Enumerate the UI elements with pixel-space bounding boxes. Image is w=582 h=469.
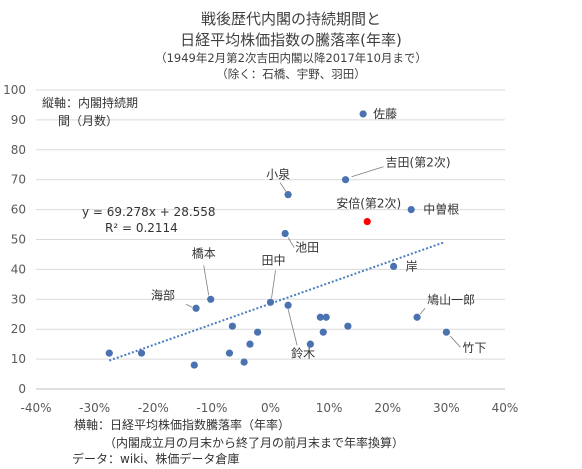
y-tick-label: 50 xyxy=(11,233,26,247)
chart-title-line2: 日経平均株価指数の騰落率(年率) xyxy=(180,31,402,49)
trendline-group xyxy=(108,241,444,362)
point-label: 鳩山一郎 xyxy=(427,293,475,307)
data-point xyxy=(359,110,367,118)
x-tick-label: -30% xyxy=(79,401,110,415)
data-point xyxy=(240,358,248,366)
data-points xyxy=(105,110,450,369)
data-point xyxy=(225,349,234,357)
y-tick-label: 70 xyxy=(11,173,26,187)
data-point xyxy=(316,313,324,321)
x-tick-label: -40% xyxy=(20,401,51,415)
data-point xyxy=(228,322,236,330)
point-label: 吉田(第2次) xyxy=(386,156,451,170)
y-tick-label: 10 xyxy=(11,352,26,366)
y-axis-label: 縦軸：内閣持続期 間（月数） xyxy=(42,94,138,130)
data-point xyxy=(341,176,350,184)
data-point xyxy=(306,340,314,348)
x-tick-label: -20% xyxy=(138,401,169,415)
y-tick-label: 40 xyxy=(11,262,26,276)
x-tick-label: 0% xyxy=(261,401,280,415)
y-axis-label-line2: 間（月数） xyxy=(58,114,119,128)
data-point xyxy=(322,313,330,321)
data-point xyxy=(390,262,398,271)
data-point xyxy=(246,340,254,348)
label-leader-line xyxy=(271,270,276,299)
data-source: データ：wiki、株価データ倉庫 xyxy=(72,452,240,466)
data-point xyxy=(319,328,327,336)
point-label: 竹下 xyxy=(462,341,486,355)
data-point-highlight xyxy=(363,217,371,226)
y-tick-label: 20 xyxy=(11,322,26,336)
y-tick-label: 0 xyxy=(18,382,26,396)
data-point xyxy=(254,328,262,336)
y-axis-label-line1: 縦軸：内閣持続期 xyxy=(42,96,139,110)
gridlines xyxy=(36,89,505,390)
trendline-equation-box: y = 69.278x + 28.558 R² = 0.2114 xyxy=(82,204,216,236)
data-point xyxy=(284,301,292,309)
chart-subtitle-line2: （除く：石橋、宇野、羽田） xyxy=(216,67,366,81)
label-leader-line xyxy=(351,166,384,178)
y-tick-label: 100 xyxy=(3,83,26,97)
data-point xyxy=(442,328,450,336)
label-leader-line xyxy=(185,303,193,308)
data-point xyxy=(281,229,289,238)
x-tick-label: 30% xyxy=(433,401,460,415)
chart-subtitle-line1: （1949年2月第2次吉田内閣以降2017年10月まで） xyxy=(155,51,427,65)
point-label: 鈴木 xyxy=(291,345,315,360)
data-point xyxy=(266,298,275,306)
point-label: 佐藤 xyxy=(373,107,397,121)
point-label: 小泉 xyxy=(266,168,290,182)
trendline-r-squared: R² = 0.2114 xyxy=(105,221,178,235)
point-label: 海部 xyxy=(151,287,175,302)
trendline xyxy=(108,241,444,362)
label-leader-line xyxy=(287,237,295,248)
label-leader-line xyxy=(287,309,298,346)
trendline-equation: y = 69.278x + 28.558 xyxy=(82,205,216,219)
point-label: 岸 xyxy=(406,259,418,273)
data-point xyxy=(207,295,215,303)
tick-labels: 0 10 20 30 40 50 60 70 80 90 100 -40% -30% -20% -10% 0%… xyxy=(3,83,518,415)
label-leader-line xyxy=(203,265,210,296)
x-tick-label: -10% xyxy=(196,401,227,415)
data-point xyxy=(344,322,352,330)
y-tick-label: 90 xyxy=(11,113,26,127)
x-tick-label: 10% xyxy=(316,401,343,415)
y-tick-label: 80 xyxy=(11,143,26,157)
data-point xyxy=(190,361,198,369)
x-axis-label: 横軸：日経平均株価指数騰落率（年率） xyxy=(74,418,291,432)
data-point xyxy=(284,191,292,199)
point-label: 中曽根 xyxy=(423,202,459,217)
point-label: 安倍(第2次) xyxy=(336,196,401,211)
data-point xyxy=(137,349,146,357)
label-leader-line xyxy=(419,307,426,315)
point-label: 橋本 xyxy=(192,246,216,260)
x-tick-label: 20% xyxy=(374,401,401,415)
data-point xyxy=(413,313,421,321)
data-point xyxy=(192,304,200,312)
data-point xyxy=(407,206,415,214)
x-axis-note: （内閣成立月の月末から終了月の前月末まで年率換算） xyxy=(104,436,405,450)
x-tick-label: 40% xyxy=(492,401,519,415)
chart-title-line1: 戦後歴代内閣の持続期間と xyxy=(200,10,381,28)
point-label: 田中 xyxy=(262,252,286,267)
label-leader-line xyxy=(279,182,287,192)
data-point xyxy=(105,349,113,357)
y-tick-label: 60 xyxy=(11,203,26,217)
y-tick-label: 30 xyxy=(11,292,26,306)
label-leader-line xyxy=(450,335,461,348)
point-label: 池田 xyxy=(295,241,319,255)
